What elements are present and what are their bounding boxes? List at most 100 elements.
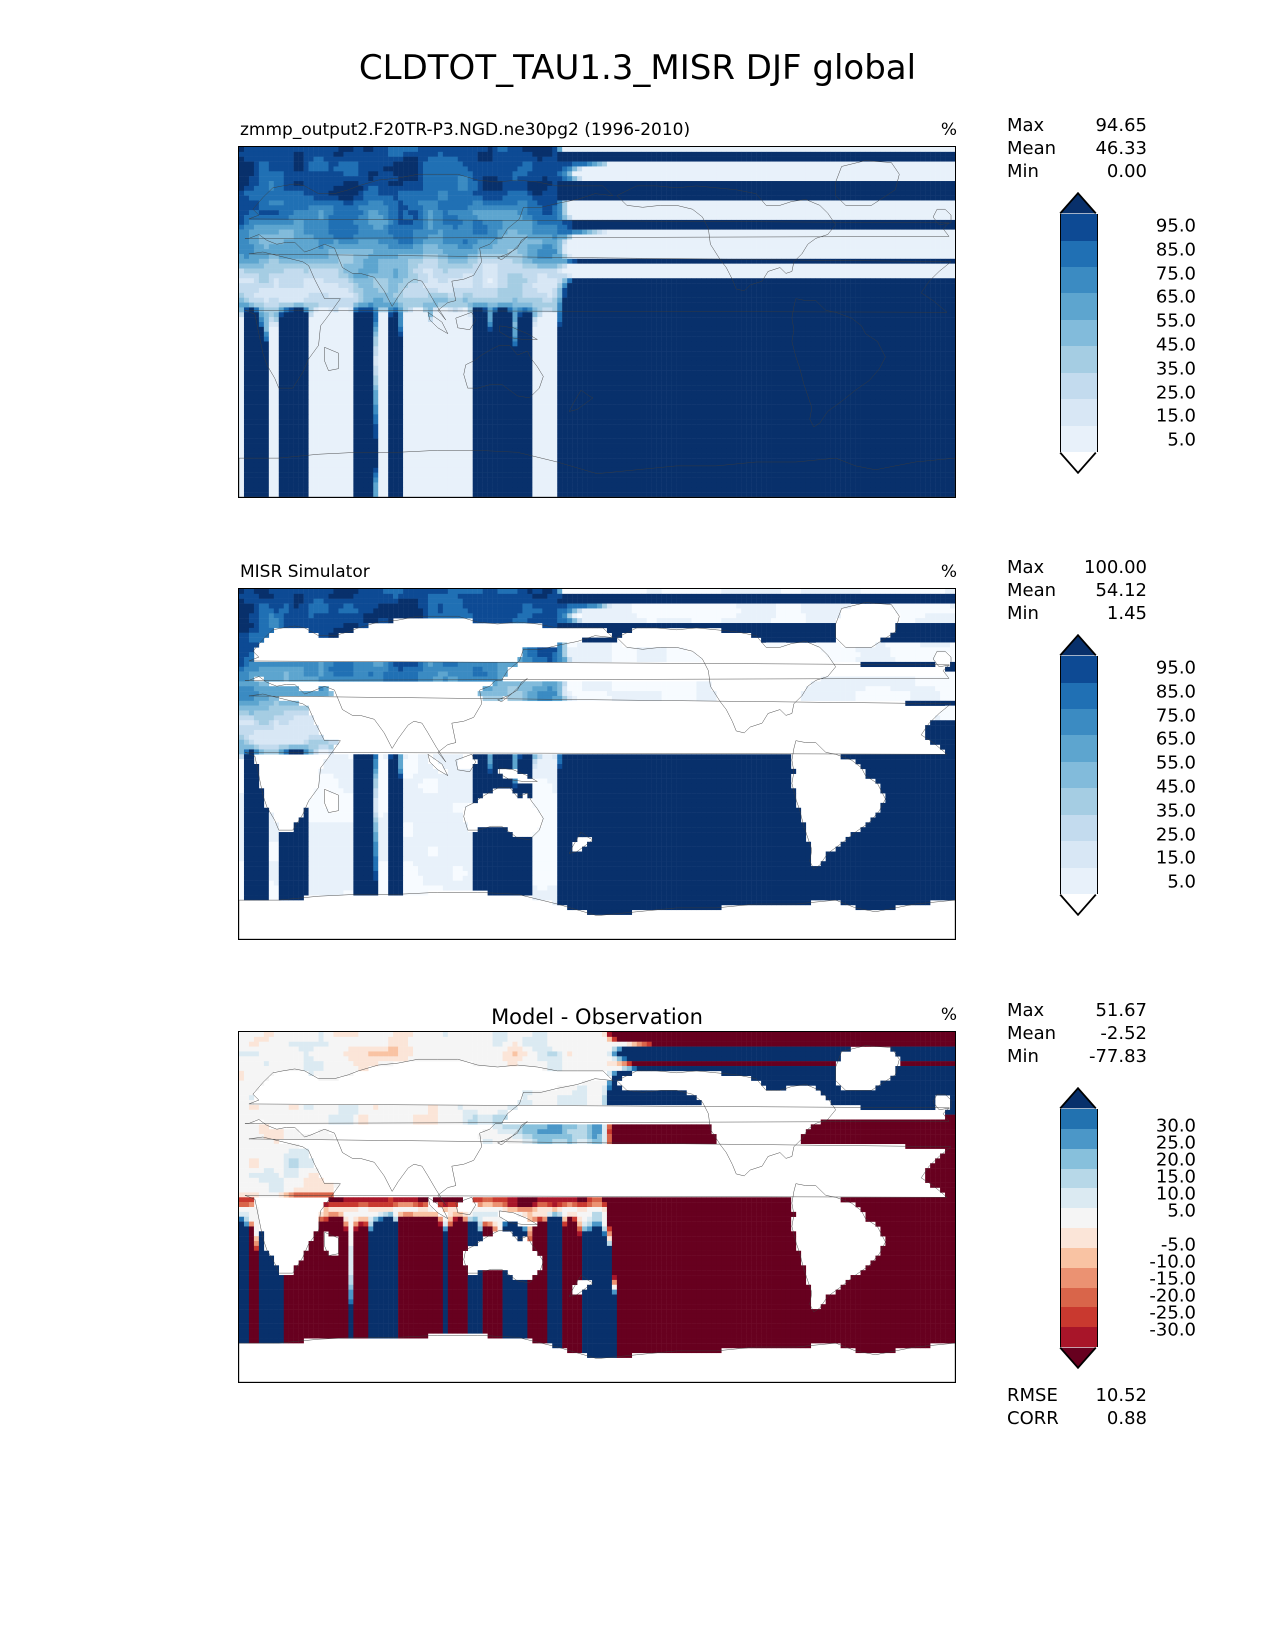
field-cell <box>696 205 702 211</box>
field-cell <box>597 185 603 191</box>
field-cell <box>303 171 309 177</box>
field-cell <box>537 278 543 284</box>
field-cell <box>870 215 876 221</box>
field-cell <box>601 302 608 308</box>
field-cell <box>810 229 817 235</box>
field-cell <box>696 249 702 255</box>
field-cell <box>243 253 250 260</box>
field-cell <box>557 219 563 226</box>
field-cell <box>422 147 429 153</box>
field-cell <box>855 156 861 162</box>
field-cell <box>631 195 638 201</box>
field-cell <box>532 210 538 216</box>
field-cell <box>751 239 757 245</box>
field-cell <box>497 268 503 274</box>
field-cell <box>403 312 409 318</box>
field-cell <box>482 205 488 211</box>
field-cell <box>780 287 787 294</box>
field-cell <box>547 185 553 191</box>
field-cell <box>830 273 836 279</box>
field-cell <box>283 302 289 308</box>
field-cell <box>885 229 891 235</box>
field-cell <box>243 278 250 284</box>
field-cell <box>761 234 767 240</box>
field-cell <box>348 219 354 226</box>
field-cell <box>487 200 493 206</box>
field-cell <box>522 239 528 245</box>
field-cell <box>562 253 568 260</box>
field-cell <box>771 263 777 269</box>
field-cell <box>771 273 777 279</box>
field-cell <box>562 283 568 289</box>
field-cell <box>472 171 478 177</box>
field-cell <box>328 205 334 211</box>
field-cell <box>437 156 444 162</box>
field-cell <box>686 205 692 211</box>
field-cell <box>442 161 449 167</box>
field-cell <box>447 161 454 167</box>
field-cell <box>442 302 449 308</box>
field-cell <box>338 253 344 260</box>
field-cell <box>621 278 628 284</box>
field-cell <box>636 224 642 230</box>
field-cell <box>562 302 568 308</box>
field-cell <box>268 283 275 289</box>
field-cell <box>273 195 280 201</box>
field-cell <box>935 147 941 153</box>
field-cell <box>915 273 921 279</box>
field-cell <box>795 181 802 187</box>
field-cell <box>393 287 399 294</box>
field-cell <box>268 151 275 157</box>
field-cell <box>756 176 762 182</box>
field-cell <box>661 312 667 318</box>
field-cell <box>875 244 881 250</box>
field-cell <box>338 287 344 294</box>
field-cell <box>323 215 329 221</box>
field-cell <box>621 239 628 245</box>
field-cell <box>661 283 667 289</box>
field-cell <box>418 176 424 182</box>
field-cell <box>268 268 275 274</box>
field-cell <box>855 219 861 226</box>
field-cell <box>358 273 364 279</box>
field-cell <box>860 185 866 191</box>
field-cell <box>477 287 483 294</box>
field-cell <box>582 176 588 182</box>
field-cell <box>790 239 797 245</box>
field-cell <box>547 205 553 211</box>
field-cell <box>403 297 409 303</box>
field-cell <box>547 166 553 172</box>
field-cell <box>925 229 931 235</box>
field-cell <box>278 263 284 269</box>
field-cell <box>288 181 294 187</box>
field-cell <box>835 297 841 303</box>
field-cell <box>845 244 851 250</box>
field-cell <box>701 302 707 308</box>
field-cell <box>323 151 329 157</box>
field-cell <box>746 229 752 235</box>
field-cell <box>283 200 289 206</box>
field-cell <box>651 307 657 313</box>
field-cell <box>303 278 309 284</box>
field-cell <box>408 156 414 162</box>
field-cell <box>442 147 449 153</box>
field-cell <box>532 171 538 177</box>
field-cell <box>318 253 324 260</box>
field-cell <box>383 273 389 279</box>
field-cell <box>388 307 394 313</box>
field-cell <box>442 292 449 298</box>
field-cell <box>626 229 633 235</box>
field-cell <box>651 239 657 245</box>
field-cell <box>318 190 324 196</box>
field-cell <box>771 234 777 240</box>
field-cell <box>288 273 294 279</box>
field-cell <box>780 229 787 235</box>
field-cell <box>795 283 802 289</box>
field-cell <box>457 283 463 289</box>
field-cell <box>582 297 588 303</box>
field-cell <box>731 307 737 313</box>
field-cell <box>572 307 578 313</box>
field-cell <box>333 210 339 216</box>
field-cell <box>348 156 354 162</box>
field-cell <box>731 234 737 240</box>
